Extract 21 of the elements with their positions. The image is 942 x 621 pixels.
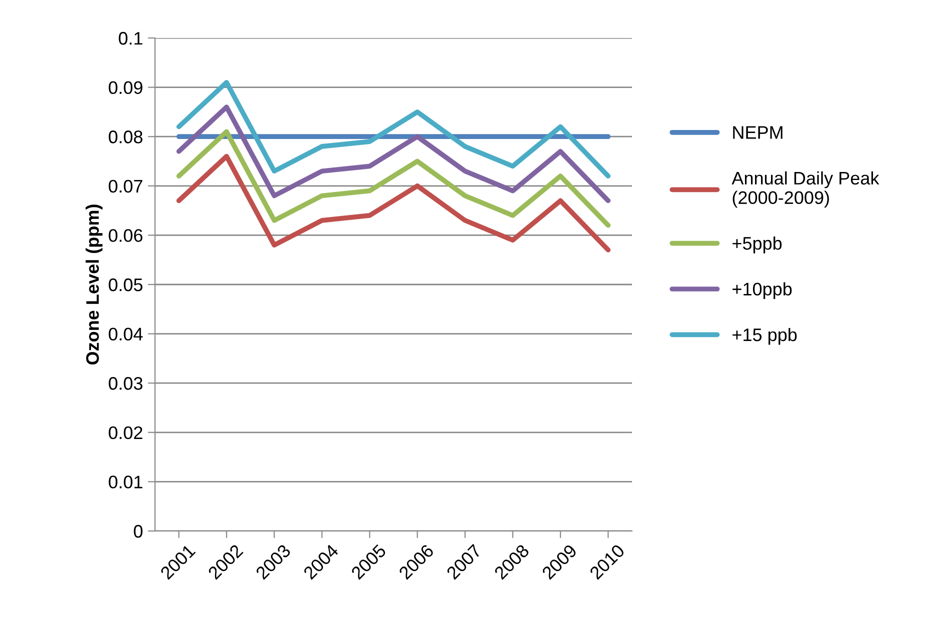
legend-label: +15 ppb: [732, 328, 797, 345]
y-tick-label: 0.01: [108, 476, 142, 488]
y-tick-label: 0.06: [108, 229, 142, 242]
legend-label: Annual Daily Peak (2000-2009): [732, 171, 880, 208]
y-tick-label: 0.04: [108, 328, 143, 341]
y-tick-label: 0.05: [108, 278, 142, 292]
line-series: [176, 104, 611, 204]
legend-label: +5ppb: [732, 236, 782, 254]
y-axis-title: Ozone Level (ppm): [86, 204, 102, 365]
y-tick-label: 0.07: [108, 180, 142, 193]
y-tick-label: 0: [134, 524, 142, 538]
y-tick-label: 0.02: [108, 426, 142, 440]
line-series: [176, 129, 611, 228]
y-tick-label: 0.1: [118, 32, 142, 45]
y-tick-label: 0.03: [108, 377, 142, 390]
legend-label: +10ppb: [732, 282, 792, 300]
line-series: [176, 154, 611, 252]
y-tick-label: 0.09: [108, 81, 142, 94]
y-tick-label: 0.08: [108, 130, 142, 144]
legend-label: NEPM: [733, 126, 782, 139]
line-series: [176, 80, 611, 178]
